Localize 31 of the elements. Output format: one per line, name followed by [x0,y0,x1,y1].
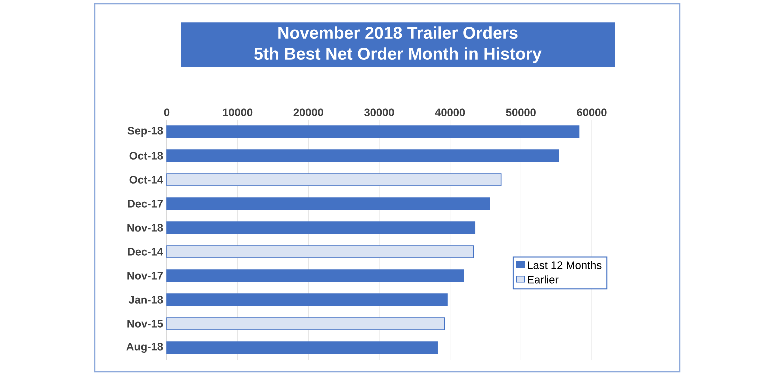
y-tick-label: Nov-15 [128,320,164,328]
chart-title: November 2018 Trailer Orders [278,26,518,40]
y-tick-label: Nov-17 [128,272,163,280]
y-tick-label: Oct-18 [130,152,164,160]
y-tick-label: Nov-18 [128,224,164,232]
x-tick-label: 30000 [364,108,394,116]
bar [166,174,502,186]
bar [166,150,560,162]
bar [166,270,464,282]
x-tick-label: 20000 [294,108,324,116]
y-tick-label: Dec-17 [128,200,163,208]
legend-label: Earlier [528,276,559,284]
y-tick-label: Oct-14 [130,176,164,184]
bar [166,222,476,234]
y-tick-label: Sep-18 [128,127,164,137]
y-tick-label: Dec-14 [128,248,164,256]
bar [166,126,580,138]
bar [166,198,490,210]
x-tick-label: 60000 [577,108,607,116]
legend-label: Last 12 Months [528,261,602,270]
y-tick-label: Aug-18 [126,343,164,353]
bar [166,342,438,354]
x-tick-label: 40000 [435,108,466,116]
y-tick-label: Jan-18 [128,296,164,304]
bar [166,246,474,258]
x-tick-label: 50000 [506,108,536,116]
chart-subtitle: 5th Best Net Order Month in History [254,48,542,64]
x-tick-label: 0 [164,108,170,116]
bar [166,294,448,306]
bar [166,318,446,330]
x-tick-label: 10000 [223,108,253,116]
